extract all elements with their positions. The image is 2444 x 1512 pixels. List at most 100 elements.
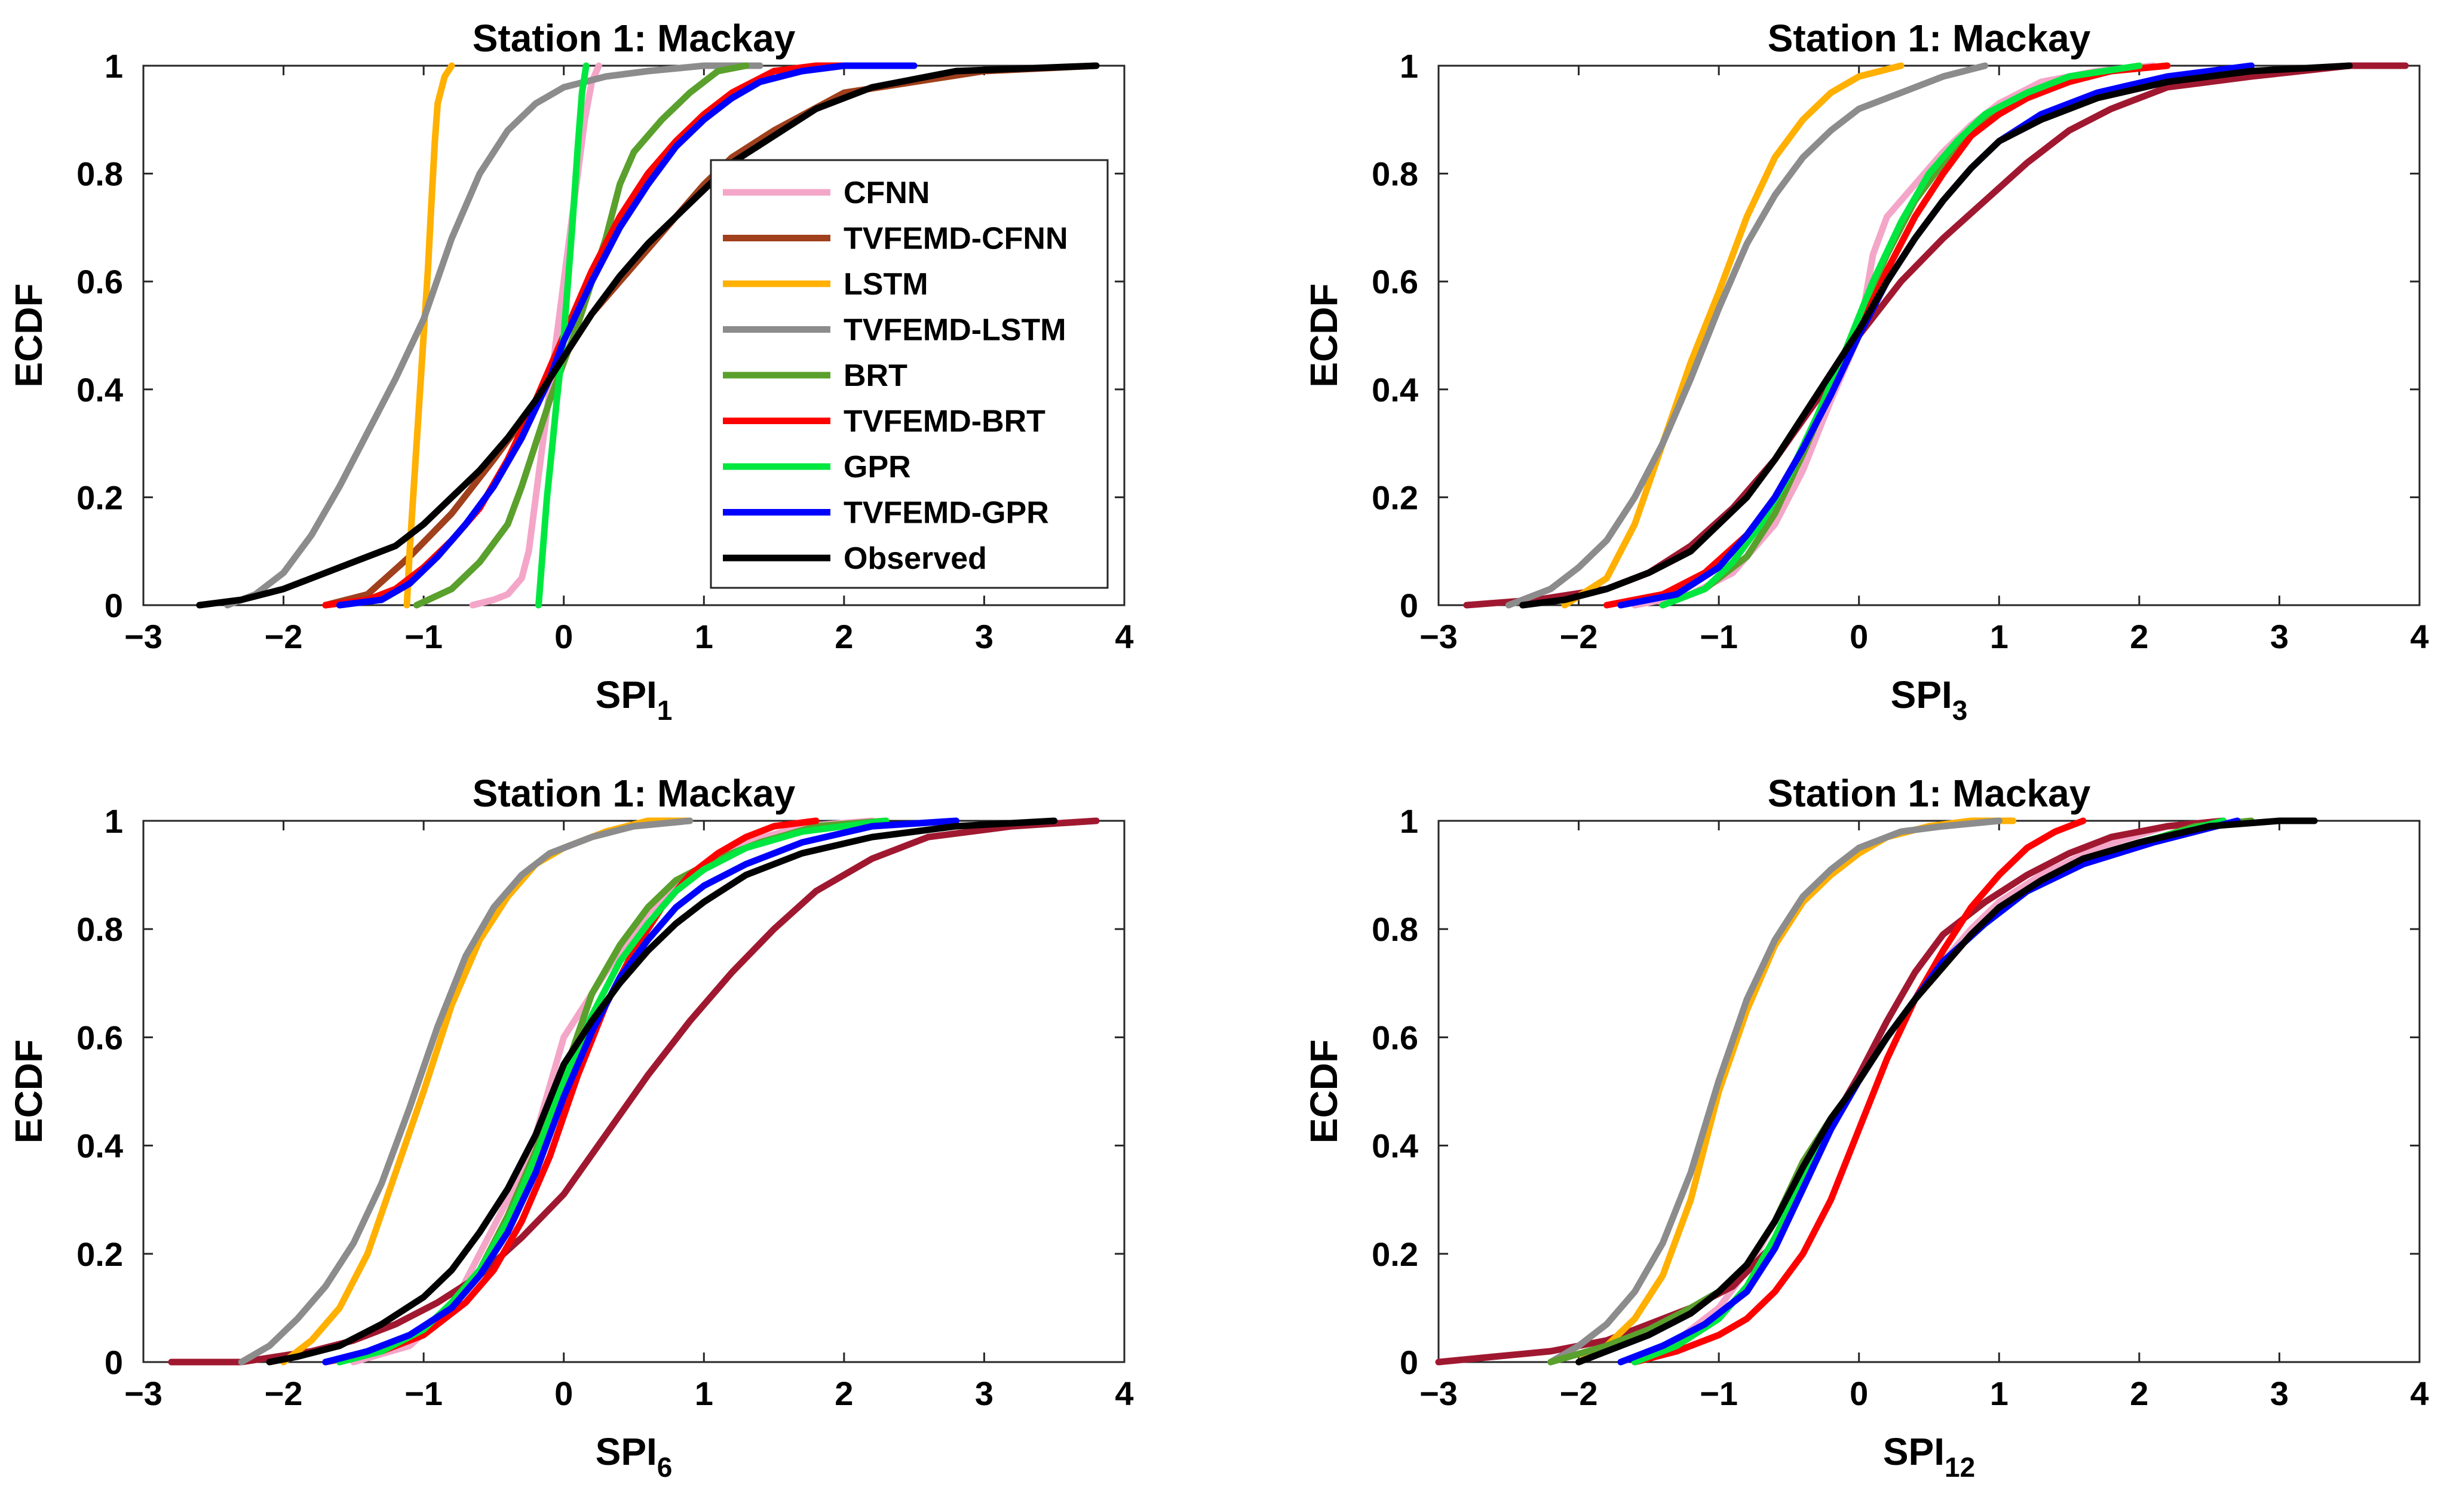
series-line-observed	[196, 62, 1100, 609]
x-tick-label: 4	[2410, 1375, 2428, 1412]
chart-title: Station 1: Mackay	[473, 772, 796, 815]
y-tick-label: 0.6	[1372, 263, 1418, 300]
legend-label: BRT	[844, 358, 907, 393]
series-line-brt	[1659, 62, 2171, 609]
series-line-tvfemd-lstm	[1547, 817, 2003, 1366]
chart-title: Station 1: Mackay	[1768, 17, 2091, 60]
y-tick-label: 0.8	[1372, 155, 1418, 193]
chart-panel-4: −3 −2 −1 0 1 2 3 4 0 0.2 0.4 0.6 0.8 1 Station 1: Mack…	[1302, 772, 2429, 1483]
x-tick-label: 3	[975, 618, 993, 655]
legend-label: CFNN	[844, 176, 930, 210]
x-tick-label: 0	[1850, 1375, 1868, 1412]
y-tick-label: 0.4	[76, 1127, 123, 1165]
x-tick-label: −1	[404, 618, 443, 655]
x-tick-label: −2	[265, 618, 303, 655]
x-tick-label: −1	[1700, 618, 1738, 655]
series-line-lstm	[1561, 62, 1905, 609]
y-tick-label: 0	[1400, 587, 1418, 624]
y-tick-label: 0.8	[76, 155, 123, 193]
plot-frame	[1437, 65, 2421, 606]
series-line-tvfemd-brt	[322, 817, 820, 1366]
series-line-gpr	[1631, 817, 2227, 1366]
y-axis-label: ECDF	[1302, 283, 1345, 387]
y-tick-label: 0.8	[1372, 910, 1418, 948]
x-axis-label: SPI1	[596, 673, 673, 726]
y-tick-label: 1	[1400, 47, 1418, 85]
x-tick-label: −3	[1419, 618, 1458, 655]
x-tick-label: 2	[2130, 1375, 2148, 1412]
series-line-lstm	[403, 62, 455, 609]
x-tick-label: 2	[835, 618, 853, 655]
y-axis-label: ECDF	[7, 1039, 50, 1143]
y-tick-label: 0.4	[76, 371, 123, 409]
x-tick-label: −3	[124, 1375, 162, 1412]
series-line-tvfemd-brt	[1631, 817, 2087, 1366]
x-tick-label: −2	[1560, 618, 1598, 655]
y-tick-label: 0.6	[76, 1019, 123, 1056]
legend-label: TVFEMD-BRT	[844, 404, 1045, 439]
x-tick-label: 0	[1850, 618, 1868, 655]
x-tick-label: 3	[2270, 1375, 2289, 1412]
y-tick-label: 1	[105, 802, 123, 840]
chart-panel-1: −3 −2 −1 0 1 2 3 4 0 0.2 0.4 0.6 0.8 1 Station 1: Mack…	[7, 17, 1134, 726]
y-tick-label: 0.2	[1372, 1235, 1418, 1273]
y-tick-label: 0.8	[76, 910, 123, 948]
x-tick-label: −1	[1700, 1375, 1738, 1412]
series-line-tvfemd-gpr	[336, 62, 918, 609]
y-tick-label: 0	[105, 587, 123, 624]
series-line-tvfemd-brt	[1603, 62, 2171, 609]
y-tick-label: 1	[1400, 802, 1418, 840]
series-line-cfnn	[469, 62, 602, 609]
x-tick-label: −1	[404, 1375, 443, 1412]
chart-panel-3: −3 −2 −1 0 1 2 3 4 0 0.2 0.4 0.6 0.8 1 Station 1: Mack…	[7, 772, 1134, 1483]
series-line-brt	[413, 62, 750, 609]
plot-frame	[1437, 820, 2421, 1363]
legend-label: GPR	[844, 450, 911, 484]
x-tick-label: 0	[554, 618, 573, 655]
y-tick-label: 0.6	[1372, 1019, 1418, 1056]
x-tick-label: 2	[2130, 618, 2148, 655]
x-tick-label: 1	[1990, 1375, 2008, 1412]
chart-title: Station 1: Mackay	[1768, 772, 2091, 815]
legend-label: TVFEMD-GPR	[844, 496, 1049, 530]
chart-title: Station 1: Mackay	[473, 17, 796, 60]
x-tick-label: 3	[975, 1375, 993, 1412]
x-tick-label: −3	[124, 618, 162, 655]
y-tick-label: 1	[105, 47, 123, 85]
plot-frame	[142, 65, 1126, 606]
series-line-tvfemd-lstm	[1505, 62, 1989, 609]
series-line-cfnn	[1631, 817, 2227, 1366]
x-tick-label: 2	[835, 1375, 853, 1412]
x-tick-label: 1	[695, 1375, 713, 1412]
x-tick-label: 4	[1115, 618, 1133, 655]
legend: CFNN TVFEMD-CFNN LSTM TVFEMD-LSTM BRT TVFEMD-…	[710, 159, 1109, 589]
y-tick-label: 0	[105, 1344, 123, 1381]
x-tick-label: −2	[265, 1375, 303, 1412]
x-axis-label: SPI12	[1883, 1430, 1975, 1483]
x-tick-label: 3	[2270, 618, 2289, 655]
series-line-tvfemd-lstm	[224, 62, 763, 609]
y-tick-label: 0.2	[76, 1235, 123, 1273]
y-tick-label: 0	[1400, 1344, 1418, 1381]
x-tick-label: 1	[695, 618, 713, 655]
y-tick-label: 0.4	[1372, 371, 1418, 409]
x-tick-label: 1	[1990, 618, 2008, 655]
x-axis-label: SPI3	[1891, 673, 1968, 726]
legend-label: Observed	[844, 541, 987, 576]
series-line-tvfemd-lstm	[238, 817, 694, 1366]
y-tick-label: 0.2	[76, 479, 123, 516]
legend-label: TVFEMD-CFNN	[844, 222, 1068, 256]
series-line-observed	[266, 817, 1058, 1366]
x-tick-label: −2	[1560, 1375, 1598, 1412]
plot-frame	[142, 820, 1126, 1363]
series-line-tvfemd-cfnn	[168, 817, 1100, 1366]
series-line-tvfemd-gpr	[322, 817, 959, 1366]
legend-label: TVFEMD-LSTM	[844, 313, 1066, 348]
series-line-tvfemd-cfnn	[1463, 62, 2409, 609]
y-tick-label: 0.6	[76, 263, 123, 300]
x-axis-label: SPI6	[596, 1430, 673, 1483]
x-tick-label: 0	[554, 1375, 573, 1412]
y-tick-label: 0.4	[1372, 1127, 1418, 1165]
series-line-observed	[1575, 817, 2318, 1366]
y-axis-label: ECDF	[1302, 1039, 1345, 1143]
